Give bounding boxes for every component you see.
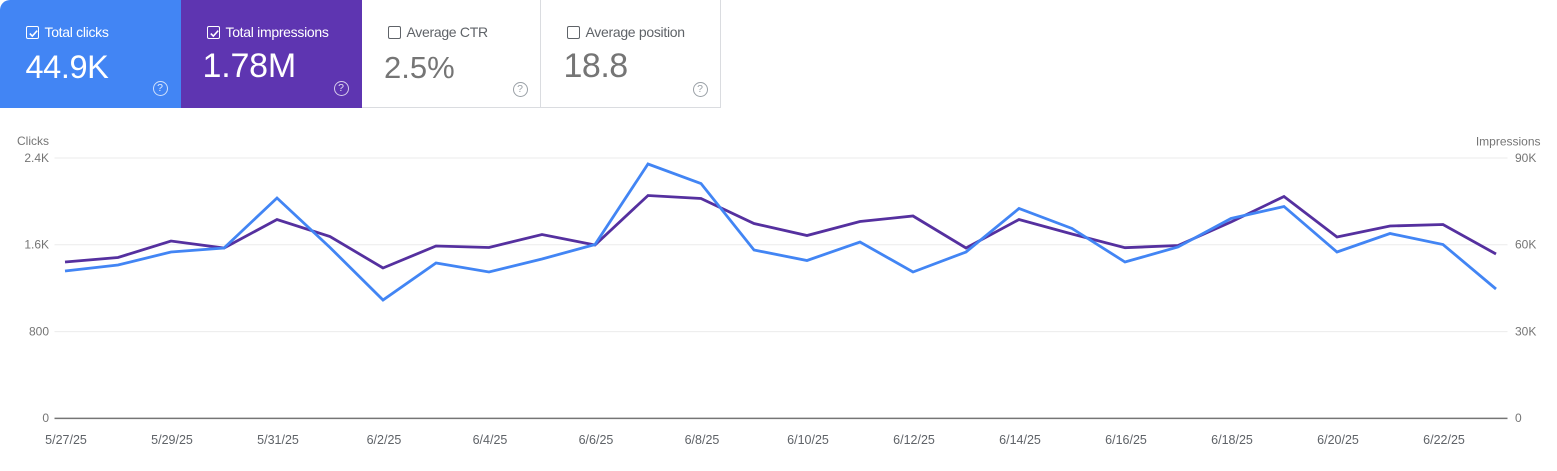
- svg-text:6/6/25: 6/6/25: [579, 433, 614, 447]
- svg-text:2.4K: 2.4K: [24, 151, 49, 165]
- svg-text:1.6K: 1.6K: [24, 238, 49, 252]
- svg-text:6/10/25: 6/10/25: [787, 433, 829, 447]
- svg-text:6/14/25: 6/14/25: [999, 433, 1041, 447]
- svg-text:6/2/25: 6/2/25: [367, 433, 402, 447]
- svg-text:30K: 30K: [1515, 324, 1536, 338]
- svg-text:0: 0: [42, 411, 49, 425]
- svg-text:6/18/25: 6/18/25: [1211, 433, 1253, 447]
- svg-text:6/8/25: 6/8/25: [685, 433, 720, 447]
- svg-text:5/29/25: 5/29/25: [151, 433, 193, 447]
- svg-text:6/16/25: 6/16/25: [1105, 433, 1147, 447]
- svg-text:5/31/25: 5/31/25: [257, 433, 299, 447]
- svg-text:Impressions: Impressions: [1476, 135, 1541, 149]
- svg-text:6/22/25: 6/22/25: [1423, 433, 1465, 447]
- svg-text:6/20/25: 6/20/25: [1317, 433, 1359, 447]
- svg-text:90K: 90K: [1515, 151, 1536, 165]
- svg-text:800: 800: [29, 324, 49, 338]
- svg-text:0: 0: [1515, 411, 1522, 425]
- svg-text:60K: 60K: [1515, 238, 1536, 252]
- svg-text:5/27/25: 5/27/25: [45, 433, 87, 447]
- svg-text:6/4/25: 6/4/25: [473, 433, 508, 447]
- svg-text:6/12/25: 6/12/25: [893, 433, 935, 447]
- svg-text:Clicks: Clicks: [17, 134, 49, 148]
